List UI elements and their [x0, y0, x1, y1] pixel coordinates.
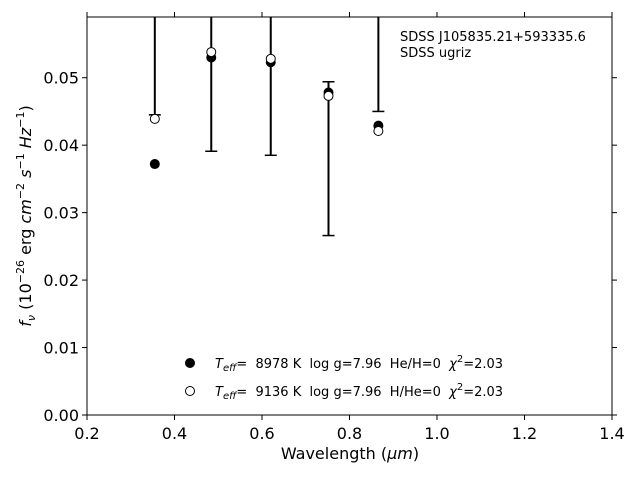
x-tick-label: 0.8 [337, 424, 362, 443]
legend-marker-open [185, 386, 195, 396]
y-axis-title: fν (10−26 erg cm−2 s−1 Hz−1) [14, 105, 38, 326]
y-tick-label: 0.01 [43, 339, 79, 358]
legend: Teff= 8978 K log g=7.96 He/H=0 χ2=2.03 T… [185, 354, 503, 402]
x-tick-label: 1.4 [599, 424, 624, 443]
y-tick-label: 0.04 [43, 136, 79, 155]
x-tick-label: 1.2 [512, 424, 537, 443]
model-point-open [206, 47, 217, 58]
x-axis-title-close: ) [413, 444, 419, 463]
y-axis: 0.00 0.01 0.02 0.03 0.04 0.05 [43, 69, 617, 425]
error-bars [148, 17, 385, 237]
x-axis: 0.2 0.4 0.6 0.8 1.0 1.2 1.4 [74, 12, 625, 443]
legend-entry-2: Teff= 9136 K log g=7.96 H/He=0 χ2=2.03 [215, 382, 503, 402]
model-point-open [323, 90, 334, 101]
x-tick-label: 1.0 [424, 424, 449, 443]
y-tick-label: 0.02 [43, 271, 79, 290]
legend-marker-filled [185, 358, 195, 368]
model-point-open [373, 126, 384, 137]
x-tick-label: 0.6 [249, 424, 274, 443]
y-tick-label: 0.03 [43, 204, 79, 223]
object-label: SDSS J105835.21+593335.6 [400, 30, 586, 45]
model-point-filled [149, 159, 160, 170]
x-axis-title-unit: μm [386, 444, 413, 463]
x-tick-label: 0.2 [74, 424, 99, 443]
model-point-open [149, 113, 160, 124]
legend-entry-1: Teff= 8978 K log g=7.96 He/H=0 χ2=2.03 [215, 354, 503, 374]
plot-frame [86, 16, 613, 416]
x-axis-title: Wavelength (μm) [281, 444, 419, 463]
data-markers [149, 47, 384, 170]
model-point-open [265, 53, 276, 64]
y-tick-label: 0.00 [43, 406, 79, 425]
x-axis-title-main: Wavelength ( [281, 444, 387, 463]
y-tick-label: 0.05 [43, 69, 79, 88]
x-tick-label: 0.4 [162, 424, 187, 443]
filter-label: SDSS ugriz [400, 46, 471, 61]
